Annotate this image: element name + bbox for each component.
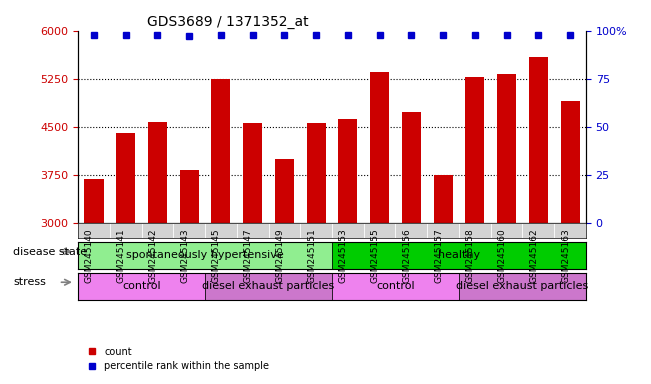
Bar bbox=[205, 273, 332, 300]
Text: GDS3689 / 1371352_at: GDS3689 / 1371352_at bbox=[147, 15, 309, 29]
Bar bbox=[243, 123, 262, 223]
Bar bbox=[465, 78, 484, 223]
Bar bbox=[554, 223, 586, 238]
Text: GSM245158: GSM245158 bbox=[466, 228, 475, 283]
Text: GSM245149: GSM245149 bbox=[275, 228, 284, 283]
Text: healthy: healthy bbox=[438, 250, 480, 260]
Text: GSM245163: GSM245163 bbox=[561, 228, 570, 283]
Bar bbox=[427, 223, 459, 238]
Bar bbox=[434, 175, 452, 223]
Bar bbox=[300, 223, 332, 238]
Bar bbox=[370, 72, 389, 223]
Text: GSM245155: GSM245155 bbox=[370, 228, 380, 283]
Text: GSM245145: GSM245145 bbox=[212, 228, 221, 283]
Legend: count, percentile rank within the sample: count, percentile rank within the sample bbox=[83, 343, 273, 375]
Bar bbox=[307, 123, 326, 223]
Bar bbox=[561, 101, 579, 223]
Bar bbox=[78, 223, 110, 238]
Bar bbox=[491, 223, 522, 238]
Text: control: control bbox=[376, 281, 415, 291]
Bar bbox=[275, 159, 294, 223]
Text: stress: stress bbox=[13, 277, 46, 287]
Text: GSM245156: GSM245156 bbox=[402, 228, 411, 283]
Text: GSM245151: GSM245151 bbox=[307, 228, 316, 283]
Bar bbox=[395, 223, 427, 238]
Bar bbox=[402, 112, 421, 223]
Bar bbox=[522, 223, 554, 238]
Text: diesel exhaust particles: diesel exhaust particles bbox=[456, 281, 589, 291]
Bar bbox=[148, 122, 167, 223]
Text: diesel exhaust particles: diesel exhaust particles bbox=[202, 281, 335, 291]
Bar bbox=[497, 74, 516, 223]
Bar bbox=[364, 223, 395, 238]
Bar bbox=[205, 223, 237, 238]
Text: GSM245140: GSM245140 bbox=[85, 228, 94, 283]
Bar bbox=[110, 223, 141, 238]
Bar bbox=[212, 79, 230, 223]
Bar bbox=[180, 170, 199, 223]
Text: GSM245162: GSM245162 bbox=[529, 228, 538, 283]
Bar bbox=[529, 57, 547, 223]
Bar bbox=[459, 223, 491, 238]
Text: GSM245160: GSM245160 bbox=[497, 228, 506, 283]
Bar bbox=[332, 242, 586, 269]
Text: GSM245153: GSM245153 bbox=[339, 228, 348, 283]
Text: GSM245141: GSM245141 bbox=[117, 228, 126, 283]
Text: GSM245143: GSM245143 bbox=[180, 228, 189, 283]
Bar bbox=[173, 223, 205, 238]
Bar bbox=[78, 242, 332, 269]
Bar bbox=[459, 273, 586, 300]
Text: GSM245147: GSM245147 bbox=[243, 228, 253, 283]
Text: spontaneously hypertensive: spontaneously hypertensive bbox=[126, 250, 284, 260]
Bar bbox=[141, 223, 173, 238]
Bar bbox=[268, 223, 300, 238]
Bar bbox=[85, 179, 104, 223]
Text: disease state: disease state bbox=[13, 247, 87, 257]
Bar bbox=[332, 273, 459, 300]
Bar bbox=[78, 273, 205, 300]
Text: control: control bbox=[122, 281, 161, 291]
Bar bbox=[339, 119, 357, 223]
Bar bbox=[332, 223, 364, 238]
Bar bbox=[116, 133, 135, 223]
Bar bbox=[237, 223, 268, 238]
Text: GSM245142: GSM245142 bbox=[148, 228, 158, 283]
Text: GSM245157: GSM245157 bbox=[434, 228, 443, 283]
